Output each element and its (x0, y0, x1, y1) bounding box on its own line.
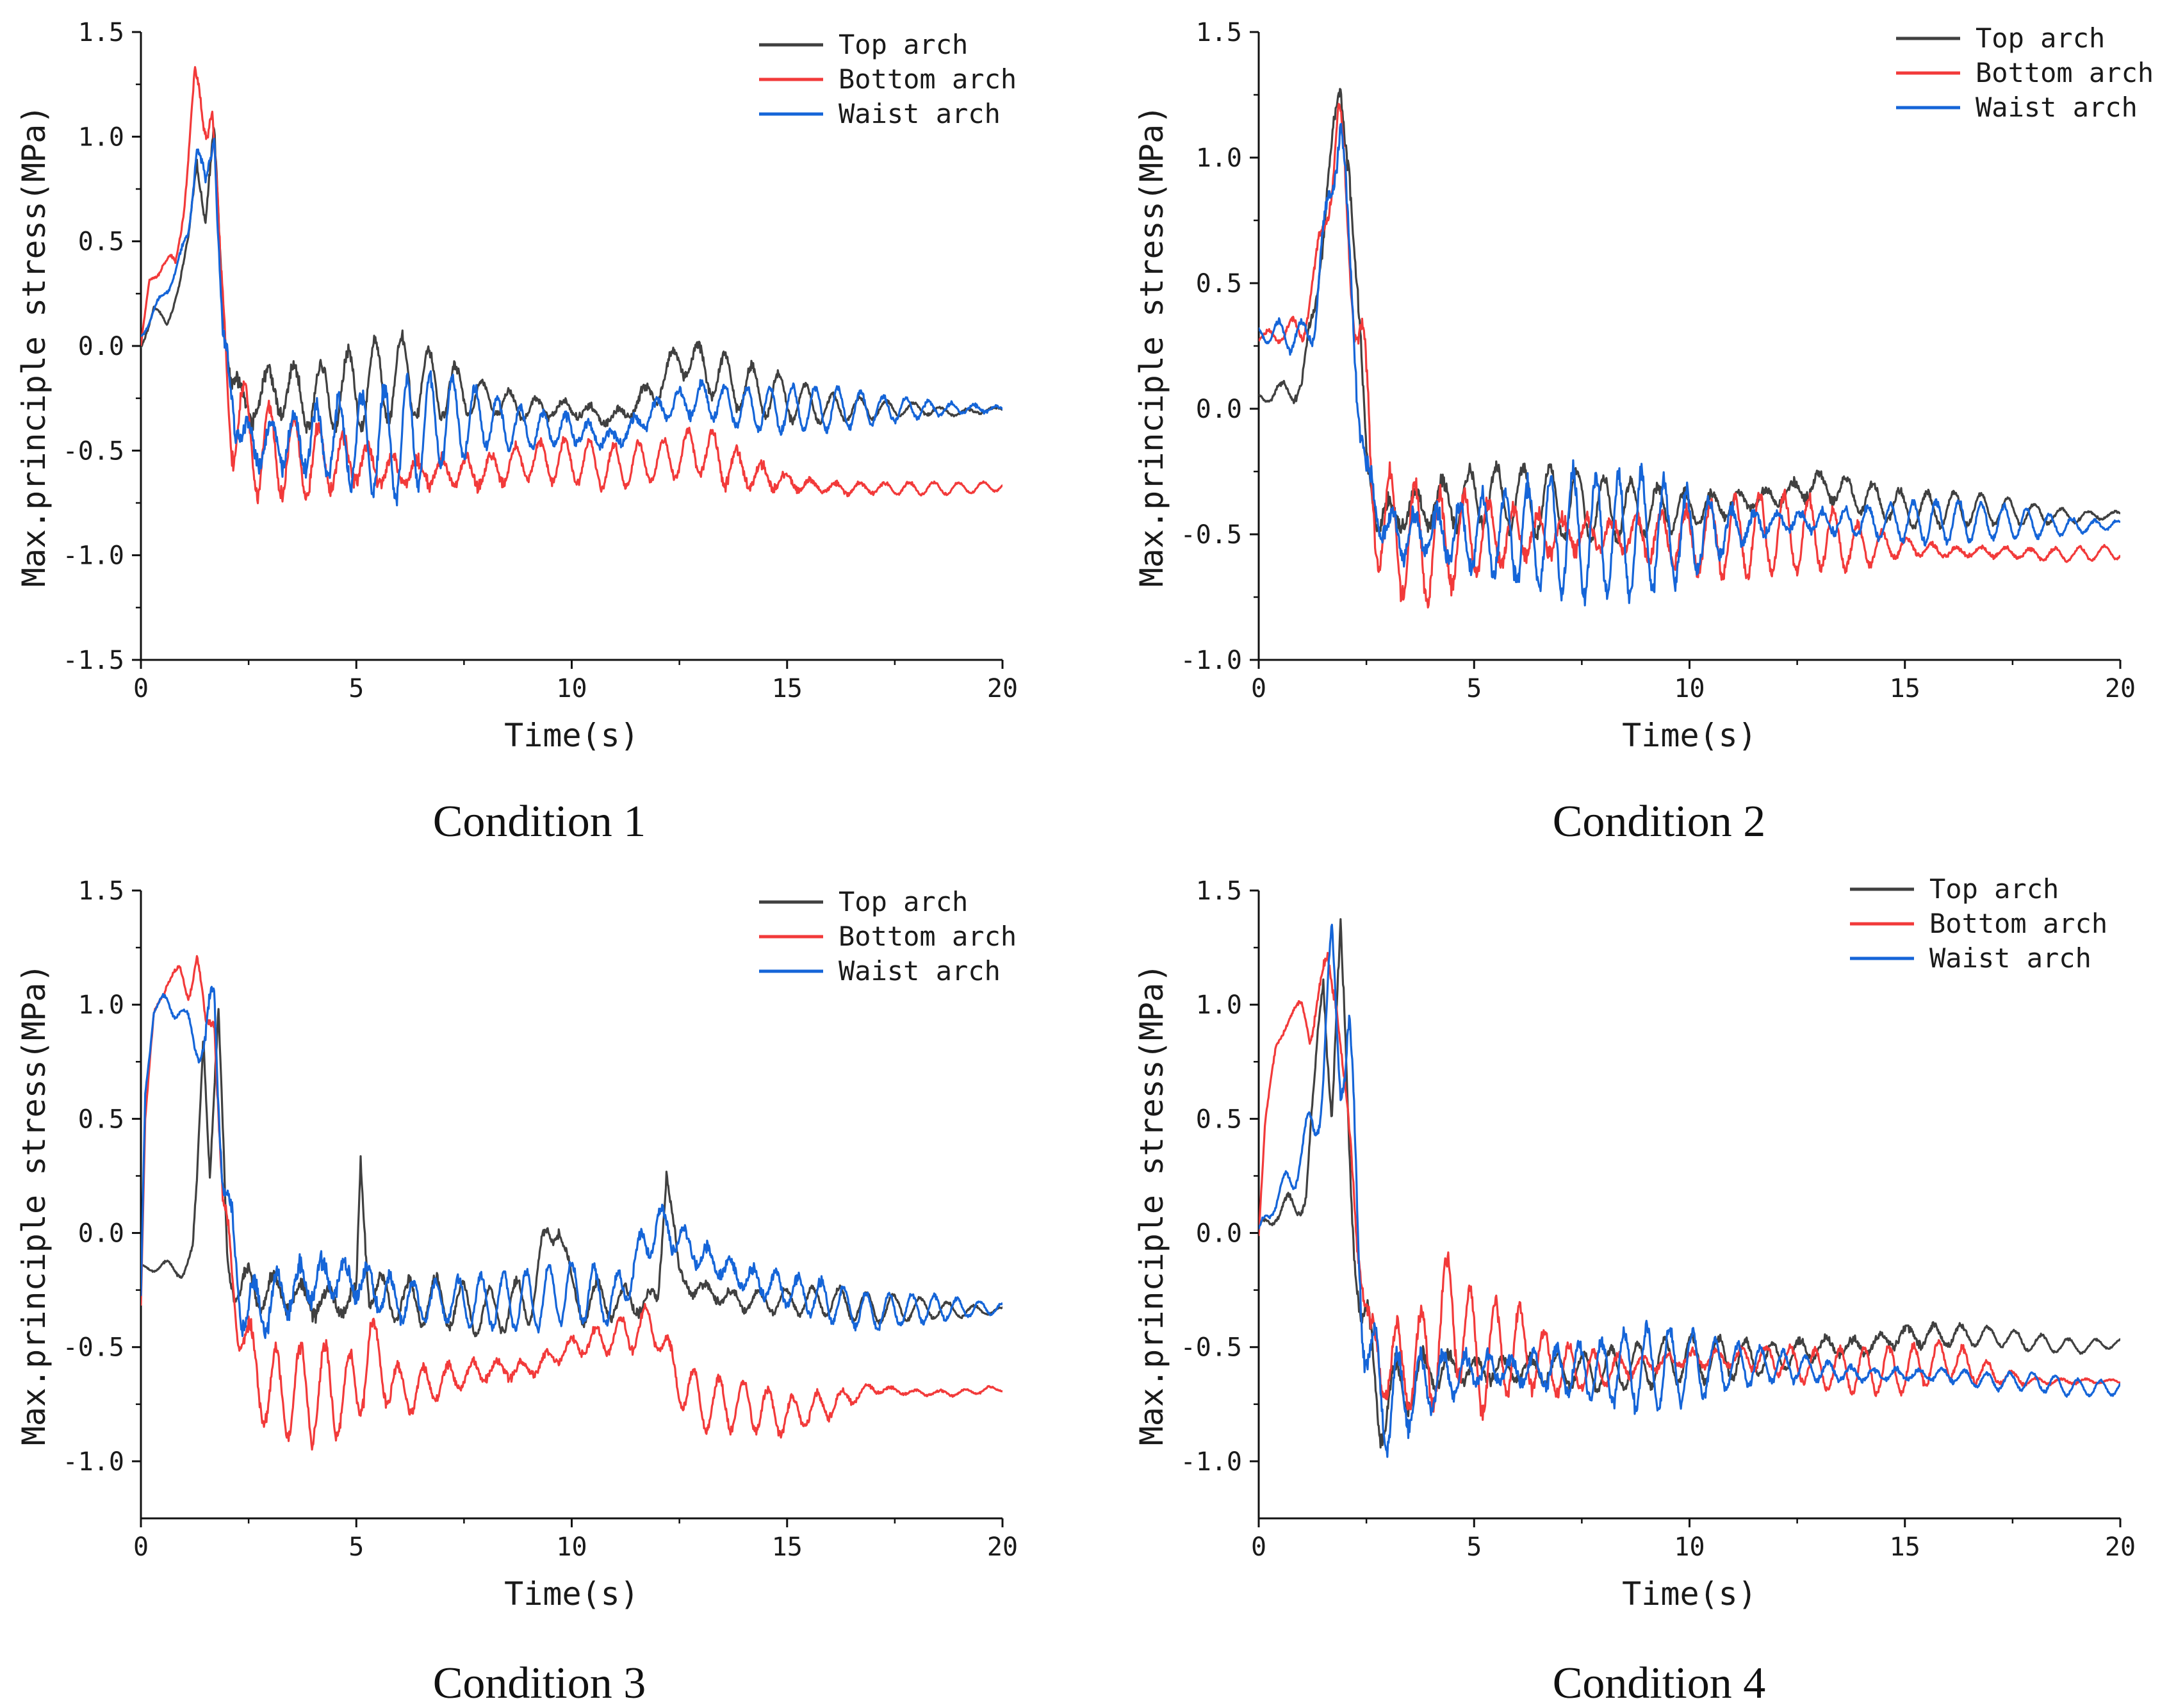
x-tick-label: 20 (987, 1532, 1018, 1562)
legend-label: Bottom arch (1976, 57, 2154, 88)
y-tick-label: 1.5 (78, 876, 124, 906)
series-line-waist-arch (1259, 923, 2120, 1458)
chart-panel-condition-1: 0 5 10 15 20 -1.5 -1.0 -0.5 0.0 0.5 1.0 1.5 Time(s) M… (15, 18, 1018, 846)
y-tick-label: -0.5 (1181, 1333, 1242, 1363)
y-tick-label: -0.5 (1181, 520, 1242, 550)
legend-label: Waist arch (839, 955, 1001, 987)
x-axis-title: Time(s) (504, 1575, 639, 1613)
panel-caption: Condition 1 (433, 797, 646, 846)
series-line-top-arch (1259, 88, 2120, 545)
x-axis-title: Time(s) (1622, 1575, 1757, 1613)
y-tick-label: 1.0 (1196, 144, 1242, 173)
y-axis-title: Max.principle stress(MPa) (1133, 964, 1170, 1446)
x-tick-label: 5 (348, 1532, 364, 1562)
y-tick-label: 0.0 (1196, 395, 1242, 424)
x-tick-label: 20 (2105, 1532, 2136, 1562)
legend-label: Top arch (839, 886, 968, 917)
y-tick-label: -1.5 (63, 646, 124, 675)
x-tick-label: 5 (348, 674, 364, 703)
y-axis-title: Max.principle stress(MPa) (1133, 105, 1170, 587)
panel-caption: Condition 2 (1553, 797, 1766, 846)
y-axis-title: Max.principle stress(MPa) (15, 105, 53, 587)
series-line-waist-arch (1259, 122, 2120, 607)
series-line-bottom-arch (141, 955, 1002, 1451)
y-tick-label: -0.5 (63, 436, 124, 466)
x-tick-label: 15 (1890, 674, 1920, 703)
y-tick-label: 1.0 (1196, 990, 1242, 1020)
y-tick-label: 0.0 (78, 332, 124, 361)
x-tick-label: 0 (1251, 674, 1266, 703)
y-axis-title: Max.principle stress(MPa) (15, 964, 53, 1446)
chart-panel-condition-3: 0 5 10 15 20 -1.0 -0.5 0.0 0.5 1.0 1.5 Time(s) Max.p… (15, 876, 1018, 1708)
panel-caption: Condition 4 (1553, 1659, 1766, 1708)
series-line-bottom-arch (141, 66, 1002, 505)
legend-label: Waist arch (839, 98, 1001, 129)
legend-label: Bottom arch (839, 921, 1017, 952)
y-tick-label: 1.0 (78, 122, 124, 152)
x-tick-label: 10 (1674, 1532, 1705, 1562)
y-tick-label: 0.5 (1196, 269, 1242, 299)
legend-label: Top arch (1976, 22, 2105, 54)
x-tick-label: 10 (1674, 674, 1705, 703)
legend-label: Waist arch (1976, 92, 2138, 123)
x-tick-label: 5 (1466, 674, 1482, 703)
legend-label: Bottom arch (839, 63, 1017, 95)
legend-label: Top arch (839, 29, 968, 60)
y-tick-label: 1.5 (1196, 18, 1242, 47)
y-tick-label: -1.0 (63, 1447, 124, 1477)
x-tick-label: 10 (556, 1532, 587, 1562)
x-axis-title: Time(s) (1622, 717, 1757, 754)
y-tick-label: 1.5 (1196, 876, 1242, 906)
y-tick-label: 0.5 (78, 227, 124, 257)
y-tick-label: -0.5 (63, 1333, 124, 1363)
x-tick-label: 0 (1251, 1532, 1266, 1562)
panel-caption: Condition 3 (433, 1659, 646, 1708)
y-tick-label: 0.5 (78, 1104, 124, 1134)
y-tick-label: -1.0 (1181, 646, 1242, 675)
x-tick-label: 15 (772, 674, 803, 703)
x-tick-label: 20 (2105, 674, 2136, 703)
x-tick-label: 15 (772, 1532, 803, 1562)
y-tick-label: 1.5 (78, 18, 124, 47)
x-tick-label: 20 (987, 674, 1018, 703)
series-line-waist-arch (141, 985, 1002, 1340)
y-tick-label: 1.0 (78, 990, 124, 1020)
y-tick-label: 0.0 (78, 1219, 124, 1249)
chart-panel-condition-4: 0 5 10 15 20 -1.0 -0.5 0.0 0.5 1.0 1.5 Time(s) Max.p… (1133, 873, 2136, 1708)
legend-label: Waist arch (1929, 942, 2091, 974)
series-line-waist-arch (141, 138, 1002, 507)
x-tick-label: 10 (556, 674, 587, 703)
chart-panel-condition-2: 0 5 10 15 20 -1.0 -0.5 0.0 0.5 1.0 1.5 Time(s) Max.p… (1133, 18, 2154, 846)
y-tick-label: 0.5 (1196, 1104, 1242, 1134)
x-axis-title: Time(s) (504, 717, 639, 754)
legend-label: Top arch (1929, 873, 2059, 905)
legend-label: Bottom arch (1929, 908, 2107, 939)
series-line-top-arch (141, 126, 1002, 434)
x-tick-label: 5 (1466, 1532, 1482, 1562)
y-tick-label: -1.0 (1181, 1447, 1242, 1477)
x-tick-label: 0 (133, 1532, 149, 1562)
x-tick-label: 15 (1890, 1532, 1920, 1562)
y-tick-label: -1.0 (63, 541, 124, 571)
y-tick-label: 0.0 (1196, 1219, 1242, 1249)
x-tick-label: 0 (133, 674, 149, 703)
series-line-bottom-arch (1259, 103, 2120, 609)
series-line-bottom-arch (1259, 951, 2120, 1421)
series-line-top-arch (141, 1008, 1002, 1338)
